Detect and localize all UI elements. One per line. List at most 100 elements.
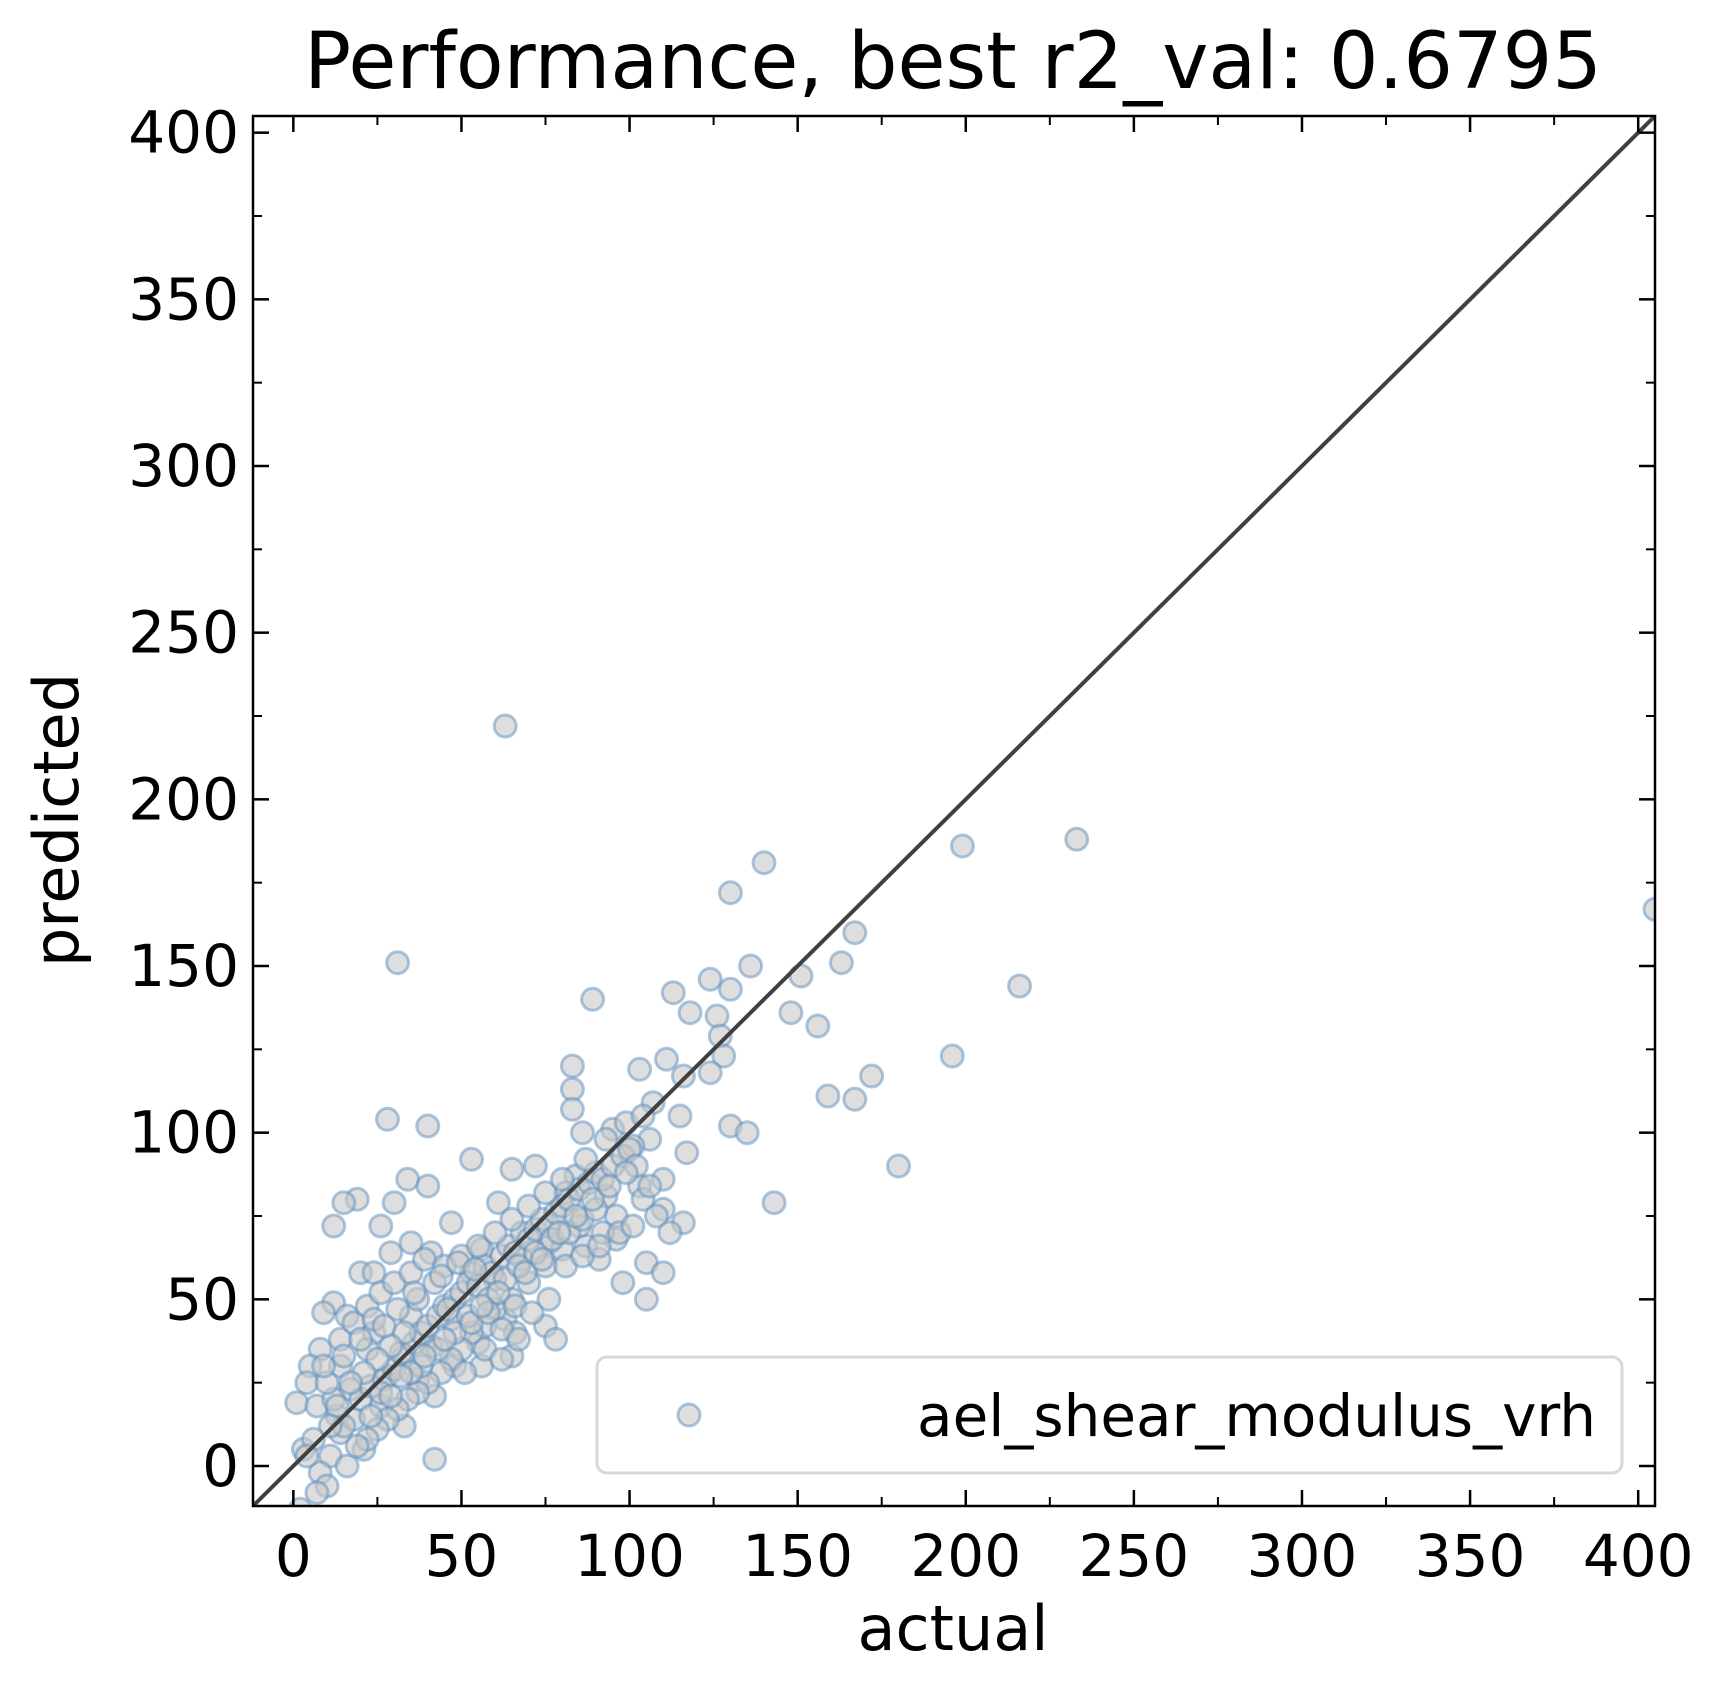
scatter-point (415, 1113, 441, 1139)
y-tick-label: 300 (128, 432, 239, 500)
scatter-point (522, 1153, 548, 1179)
scatter-point (381, 1190, 407, 1216)
scatter-point (378, 1240, 404, 1266)
scatter-point (519, 1300, 545, 1326)
scatter-point (415, 1173, 441, 1199)
scatter-point (469, 1293, 495, 1319)
scatter-point (489, 1346, 515, 1372)
scatter-point (485, 1190, 511, 1216)
scatter-point (738, 953, 764, 979)
legend-box (595, 1355, 1624, 1475)
scatter-point (697, 966, 723, 992)
scatter-point (462, 1256, 488, 1282)
x-tick-label: 0 (275, 1522, 312, 1590)
scatter-point (734, 1120, 760, 1146)
scatter-point (644, 1203, 669, 1229)
scatter-point (482, 1220, 508, 1246)
scatter-point (563, 1203, 589, 1229)
scatter-point (459, 1146, 484, 1172)
scatter-point (613, 1160, 639, 1186)
scatter-point (828, 950, 854, 976)
x-tick-label: 300 (1247, 1522, 1358, 1590)
scatter-point (344, 1433, 370, 1459)
scatter-point (674, 1140, 700, 1166)
x-axis-label: actual (858, 1592, 1049, 1665)
scatter-point (549, 1166, 575, 1192)
y-tick-label: 0 (202, 1432, 239, 1500)
scatter-point (654, 1046, 679, 1072)
scatter-point (465, 1233, 491, 1259)
scatter-point (412, 1343, 437, 1369)
scatter-point (398, 1230, 424, 1256)
scatter-point (284, 1390, 310, 1416)
scatter-point (331, 1343, 357, 1369)
scatter-point (385, 950, 411, 976)
scatter-point (670, 1063, 696, 1089)
scatter-point (842, 920, 868, 946)
scatter-point (533, 1180, 558, 1206)
scatter-point (311, 1300, 337, 1326)
x-tick-label: 50 (425, 1522, 499, 1590)
y-tick-label: 100 (128, 1099, 239, 1167)
scatter-point (331, 1190, 357, 1216)
scatter-point (338, 1370, 363, 1396)
scatter-point (385, 1296, 411, 1322)
scatter-point (378, 1383, 404, 1409)
scatter-point (288, 1496, 313, 1506)
scatter-point (428, 1263, 454, 1289)
scatter-point (859, 1063, 885, 1089)
legend-marker (676, 1402, 702, 1428)
scatter-point (586, 1233, 612, 1259)
scatter-point (304, 1480, 330, 1506)
scatter-point (536, 1286, 562, 1312)
scatter-point (506, 1326, 532, 1352)
scatter-point (499, 1156, 525, 1182)
plot-frame (251, 114, 1657, 1508)
scatter-point (580, 1186, 606, 1212)
x-tick-label: 250 (1079, 1522, 1190, 1590)
scatter-point (512, 1260, 538, 1286)
scatter-point (949, 833, 975, 859)
scatter-point (375, 1106, 400, 1132)
x-tick-label: 150 (742, 1522, 853, 1590)
scatter-point (492, 713, 518, 739)
scatter-point (559, 1096, 585, 1122)
scatter-point (751, 850, 777, 876)
scatter-point (610, 1270, 636, 1296)
scatter-point (371, 1313, 397, 1339)
y-tick-label: 50 (165, 1265, 239, 1333)
scatter-point (559, 1053, 585, 1079)
scatter-point (499, 1206, 525, 1232)
scatter-point (543, 1326, 569, 1352)
scatter-point (311, 1353, 337, 1379)
scatter-point (435, 1296, 461, 1322)
identity-line (253, 116, 1655, 1506)
scatter-point (627, 1056, 653, 1082)
scatter-point (294, 1443, 320, 1469)
chart-title: Performance, best r2_val: 0.6795 (304, 17, 1602, 107)
scatter-point (593, 1126, 619, 1152)
scatter-point (886, 1153, 911, 1179)
scatter-point (317, 1413, 343, 1439)
scatter-point (438, 1210, 464, 1236)
scatter-point (358, 1403, 384, 1429)
scatter-point (401, 1280, 427, 1306)
scatter-point (667, 1103, 693, 1129)
scatter-point (620, 1213, 646, 1239)
y-tick-label: 350 (128, 265, 239, 333)
scatter-point (842, 1086, 868, 1112)
scatter-point (529, 1246, 555, 1272)
scatter-point (580, 986, 606, 1012)
scatter-point (321, 1213, 347, 1239)
scatter-point (1007, 973, 1033, 999)
scatter-point (630, 1103, 656, 1129)
scatter-point (711, 1043, 737, 1069)
scatter-point (516, 1193, 542, 1219)
scatter-point (660, 980, 686, 1006)
scatter-point (717, 880, 743, 906)
scatter-point (657, 1220, 683, 1246)
scatter-point (596, 1173, 622, 1199)
x-tick-label: 350 (1415, 1522, 1526, 1590)
scatter-point (815, 1083, 841, 1109)
